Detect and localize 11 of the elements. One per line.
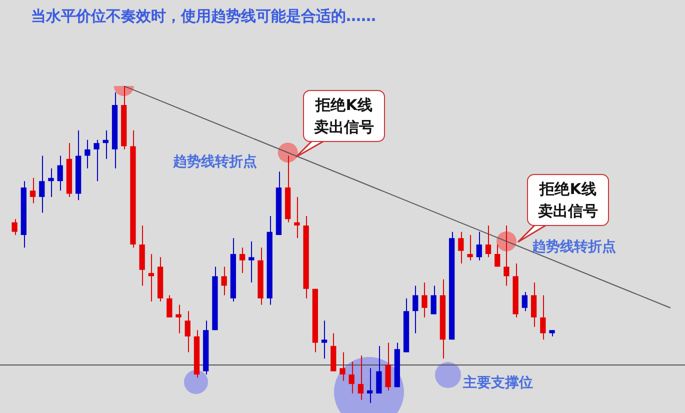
- annotation: 主要支撑位: [463, 374, 533, 392]
- candlestick: [549, 330, 555, 337]
- annotation: 趋势线转折点: [173, 153, 257, 171]
- candlestick: [422, 282, 428, 318]
- candlestick: [94, 139, 100, 182]
- annotation: 趋势线转折点: [532, 238, 616, 256]
- annotation: 拒绝K线卖出信号: [527, 174, 609, 226]
- candlestick: [176, 304, 182, 334]
- candlestick: [340, 352, 346, 382]
- chart-title: 当水平价位不奏效时，使用趋势线可能是合适的……: [31, 7, 376, 26]
- annotation: 拒绝K线卖出信号: [303, 90, 385, 142]
